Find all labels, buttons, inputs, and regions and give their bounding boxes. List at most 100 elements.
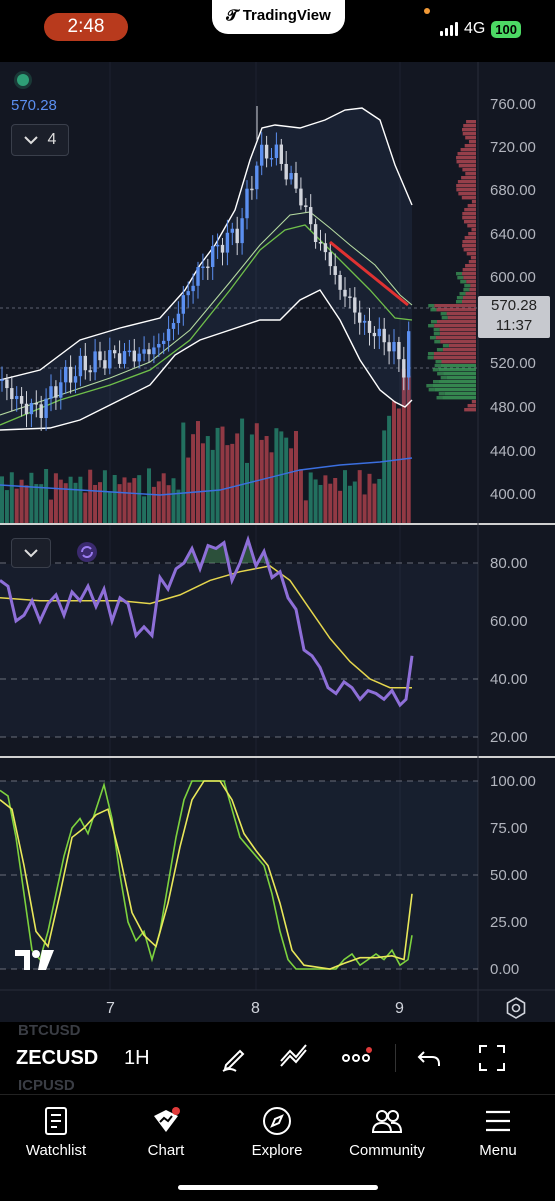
profile-bar (456, 296, 463, 300)
profile-bar (434, 324, 476, 328)
profile-bar (430, 308, 437, 312)
volume-bar (137, 475, 142, 524)
volume-bar (98, 482, 102, 524)
profile-bar (456, 272, 463, 276)
interval-selector[interactable]: 1H (124, 1047, 150, 1069)
candle (196, 267, 200, 286)
volume-bar (127, 482, 132, 524)
hamburger-menu-icon (486, 1110, 510, 1132)
price-tick: 480.00 (490, 399, 536, 416)
candle (235, 228, 239, 244)
nav-menu[interactable]: Menu (448, 1104, 548, 1159)
bar-countdown: 11:37 (495, 317, 533, 334)
volume-bar (328, 483, 333, 524)
volume-bar (29, 472, 34, 524)
profile-bar (433, 380, 440, 384)
candle (88, 370, 92, 373)
nav-chart[interactable]: Chart (116, 1104, 216, 1159)
volume-bar (245, 462, 249, 524)
volume-bar (396, 408, 401, 524)
profile-bar (470, 256, 476, 260)
candle (250, 188, 254, 191)
volume-bar (298, 469, 303, 524)
volume-bar (264, 436, 269, 524)
symbol-scroll-prev[interactable]: BTCUSD (18, 1022, 81, 1039)
candle (162, 340, 166, 344)
candle (274, 144, 279, 159)
candle (181, 295, 185, 314)
candle (240, 218, 244, 244)
volume-bar (362, 494, 367, 524)
settings-gear-icon[interactable] (504, 996, 528, 1020)
status-time: 2:48 (44, 13, 128, 41)
stoch-pane[interactable] (0, 780, 478, 970)
profile-bar (442, 344, 449, 348)
candle (343, 289, 347, 297)
volume-bar (24, 485, 29, 524)
rsi-tick: 20.00 (490, 729, 528, 746)
rsi-tick: 80.00 (490, 555, 528, 572)
profile-bar (432, 384, 476, 388)
candle (348, 296, 352, 298)
candle (157, 343, 161, 348)
nav-explore[interactable]: Explore (227, 1104, 327, 1159)
stoch-tick: 50.00 (490, 867, 528, 884)
candle (255, 165, 259, 190)
profile-bar (433, 352, 476, 356)
candle (103, 360, 107, 369)
chart-canvas[interactable]: 760.00 720.00 680.00 640.00 600.00 520.0… (0, 0, 555, 1022)
profile-bar (428, 388, 435, 392)
trend-line[interactable] (329, 240, 409, 307)
symbol-scroll-next[interactable]: ICPUSD (18, 1077, 75, 1094)
volume-bar (112, 474, 117, 524)
chevron-down-icon (24, 548, 38, 557)
profile-bar (462, 300, 476, 304)
app-badge[interactable]: 𝓣 TradingView (212, 0, 345, 34)
indicators-collapse-button[interactable]: 4 (11, 124, 69, 156)
candle (152, 347, 156, 355)
rsi-pane-collapse-button[interactable] (11, 538, 51, 568)
volume-bar (200, 443, 205, 524)
profile-bar (462, 128, 476, 132)
fullscreen-icon[interactable] (476, 1042, 508, 1074)
profile-bar (456, 156, 476, 160)
pen-drawing-icon[interactable] (218, 1042, 250, 1074)
candle (358, 312, 362, 323)
candle (372, 332, 377, 337)
sync-icon[interactable] (76, 541, 98, 563)
volume-bar (39, 484, 44, 524)
volume-bar (132, 478, 137, 524)
profile-bar (464, 408, 476, 412)
volume-bar (323, 475, 328, 524)
price-tick: 440.00 (490, 443, 536, 460)
profile-bar (433, 356, 476, 360)
profile-bar (462, 216, 476, 220)
volume-bar (14, 488, 19, 524)
ema-slow (0, 211, 413, 416)
symbol-selector[interactable]: ZECUSD (16, 1047, 99, 1069)
candle (98, 351, 102, 361)
rsi-pane[interactable] (0, 534, 478, 738)
profile-bar (446, 312, 476, 316)
market-status-icon[interactable] (17, 74, 29, 86)
candle (117, 353, 122, 364)
candle (333, 266, 337, 275)
volume-bar (338, 490, 343, 524)
main-pane[interactable] (0, 62, 478, 990)
privacy-indicator-icon (424, 8, 430, 14)
undo-icon[interactable] (414, 1042, 446, 1074)
bottom-toolbar (0, 1022, 555, 1094)
volume-bar (181, 422, 186, 524)
battery-icon: 100 (491, 20, 521, 38)
volume-bar (0, 476, 4, 524)
volume-bar (49, 499, 53, 524)
volume-bar (294, 431, 298, 524)
volume-bar (372, 483, 377, 524)
more-options-icon[interactable] (340, 1042, 372, 1074)
nav-community[interactable]: Community (337, 1104, 437, 1159)
bollinger-fill (0, 108, 412, 430)
nav-watchlist[interactable]: Watchlist (6, 1104, 106, 1159)
profile-bar (461, 196, 476, 200)
trend-tools-icon[interactable] (278, 1042, 310, 1074)
profile-bar (457, 152, 476, 156)
